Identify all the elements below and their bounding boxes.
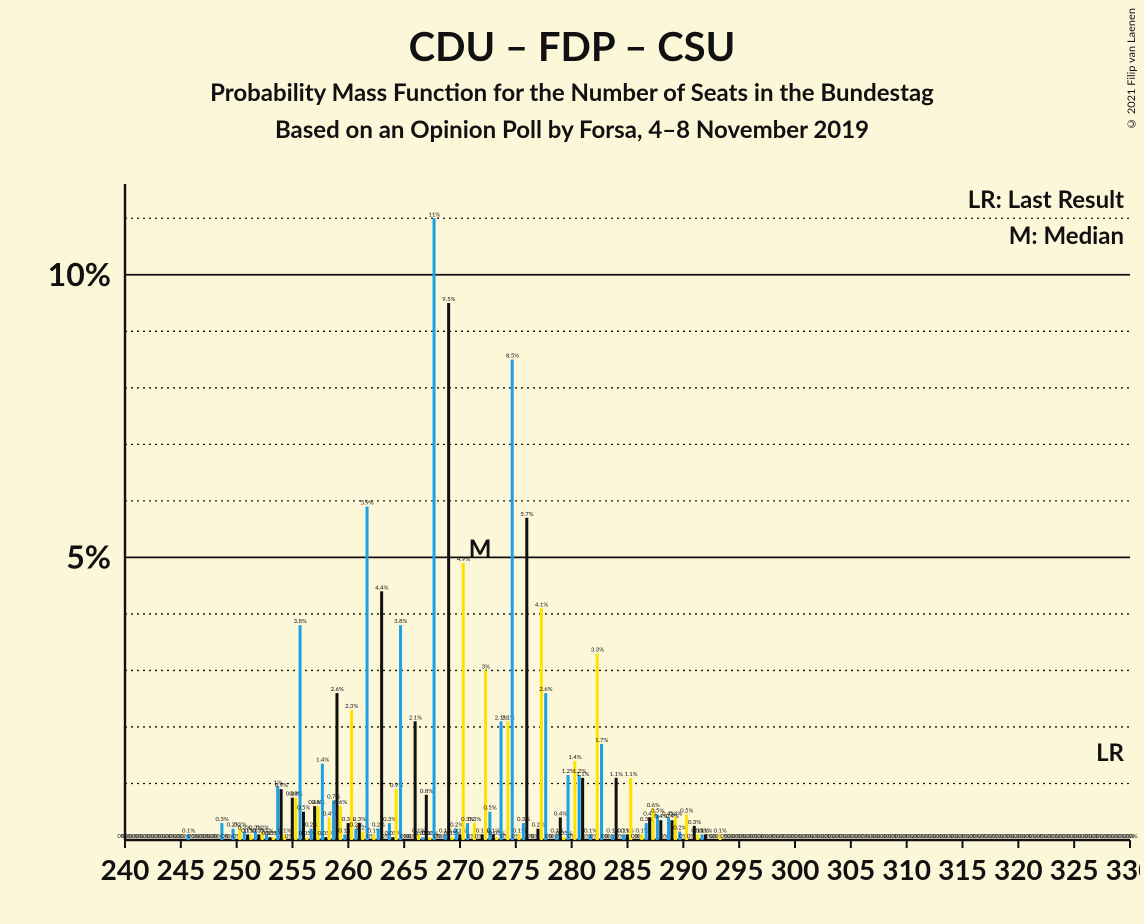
legend-lr: LR: Last Result <box>968 185 1124 214</box>
svg-text:4.1%: 4.1% <box>535 601 548 608</box>
svg-text:245: 245 <box>156 852 205 886</box>
svg-text:250: 250 <box>212 852 261 886</box>
svg-text:265: 265 <box>380 852 429 886</box>
svg-text:1.4%: 1.4% <box>316 757 329 764</box>
svg-text:0.1%: 0.1% <box>453 827 466 834</box>
svg-text:295: 295 <box>715 852 764 886</box>
svg-text:240: 240 <box>101 852 150 886</box>
svg-text:0.3%: 0.3% <box>688 819 701 826</box>
svg-text:325: 325 <box>1050 852 1099 886</box>
svg-text:275: 275 <box>491 852 540 886</box>
svg-text:3.8%: 3.8% <box>294 618 307 625</box>
svg-text:1.1%: 1.1% <box>624 771 637 778</box>
svg-text:0.3%: 0.3% <box>517 816 530 823</box>
svg-text:2.6%: 2.6% <box>539 686 552 693</box>
svg-text:0.3%: 0.3% <box>353 816 366 823</box>
titles: CDU – FDP – CSU Probability Mass Functio… <box>0 0 1144 144</box>
svg-text:315: 315 <box>938 852 987 886</box>
svg-text:2.1%: 2.1% <box>409 714 422 721</box>
svg-text:285: 285 <box>603 852 652 886</box>
svg-text:9.5%: 9.5% <box>442 296 455 303</box>
svg-text:0.3%: 0.3% <box>468 816 481 823</box>
svg-text:1.1%: 1.1% <box>576 771 589 778</box>
svg-text:5.9%: 5.9% <box>361 500 374 507</box>
svg-text:2.3%: 2.3% <box>345 703 358 710</box>
median-marker: M <box>469 534 492 563</box>
svg-text:320: 320 <box>994 852 1043 886</box>
svg-text:1.4%: 1.4% <box>568 754 581 761</box>
svg-text:1.1%: 1.1% <box>610 771 623 778</box>
chart-container: 5%10%24024525025526026527027528028529029… <box>40 180 1110 860</box>
svg-text:0.2%: 0.2% <box>532 822 545 829</box>
svg-text:11%: 11% <box>428 211 440 218</box>
svg-text:0.2%: 0.2% <box>305 822 318 829</box>
svg-text:3.8%: 3.8% <box>394 618 407 625</box>
svg-text:290: 290 <box>659 852 708 886</box>
svg-text:0.5%: 0.5% <box>680 808 693 815</box>
chart-svg: 5% 10% 24024525025526026527027528028529029… <box>40 180 1140 900</box>
svg-text:0.5%: 0.5% <box>483 805 496 812</box>
svg-text:270: 270 <box>436 852 485 886</box>
svg-text:3.3%: 3.3% <box>591 646 604 653</box>
svg-text:310: 310 <box>882 852 931 886</box>
svg-text:8.5%: 8.5% <box>506 353 519 360</box>
svg-text:5%: 5% <box>66 536 111 575</box>
lr-marker: LR <box>1096 738 1124 767</box>
svg-text:1.7%: 1.7% <box>595 737 608 744</box>
svg-text:3%: 3% <box>482 663 490 670</box>
svg-text:0.6%: 0.6% <box>334 799 347 806</box>
svg-text:280: 280 <box>547 852 596 886</box>
svg-text:0.05%: 0.05% <box>299 830 316 837</box>
svg-text:300: 300 <box>771 852 820 886</box>
title-main: CDU – FDP – CSU <box>0 22 1144 70</box>
legend-m: M: Median <box>1009 221 1124 250</box>
svg-text:330: 330 <box>1106 852 1140 886</box>
svg-text:2.6%: 2.6% <box>331 686 344 693</box>
svg-text:0%: 0% <box>1129 833 1137 840</box>
svg-text:0.2%: 0.2% <box>673 825 686 832</box>
title-sub-1: Probability Mass Function for the Number… <box>0 78 1144 107</box>
svg-text:0.05%: 0.05% <box>318 830 335 837</box>
svg-text:0.3%: 0.3% <box>383 816 396 823</box>
svg-text:5.7%: 5.7% <box>520 511 533 518</box>
svg-text:255: 255 <box>268 852 317 886</box>
svg-text:0.4%: 0.4% <box>554 810 567 817</box>
svg-text:0.05%: 0.05% <box>385 830 402 837</box>
svg-text:0.9%: 0.9% <box>275 782 288 789</box>
svg-text:260: 260 <box>324 852 373 886</box>
title-sub-2: Based on an Opinion Poll by Forsa, 4–8 N… <box>0 115 1144 144</box>
svg-text:4.4%: 4.4% <box>375 584 388 591</box>
copyright: © 2021 Filip van Laenen <box>1125 8 1138 130</box>
svg-text:10%: 10% <box>48 254 111 293</box>
svg-text:0.8%: 0.8% <box>420 788 433 795</box>
svg-text:305: 305 <box>826 852 875 886</box>
